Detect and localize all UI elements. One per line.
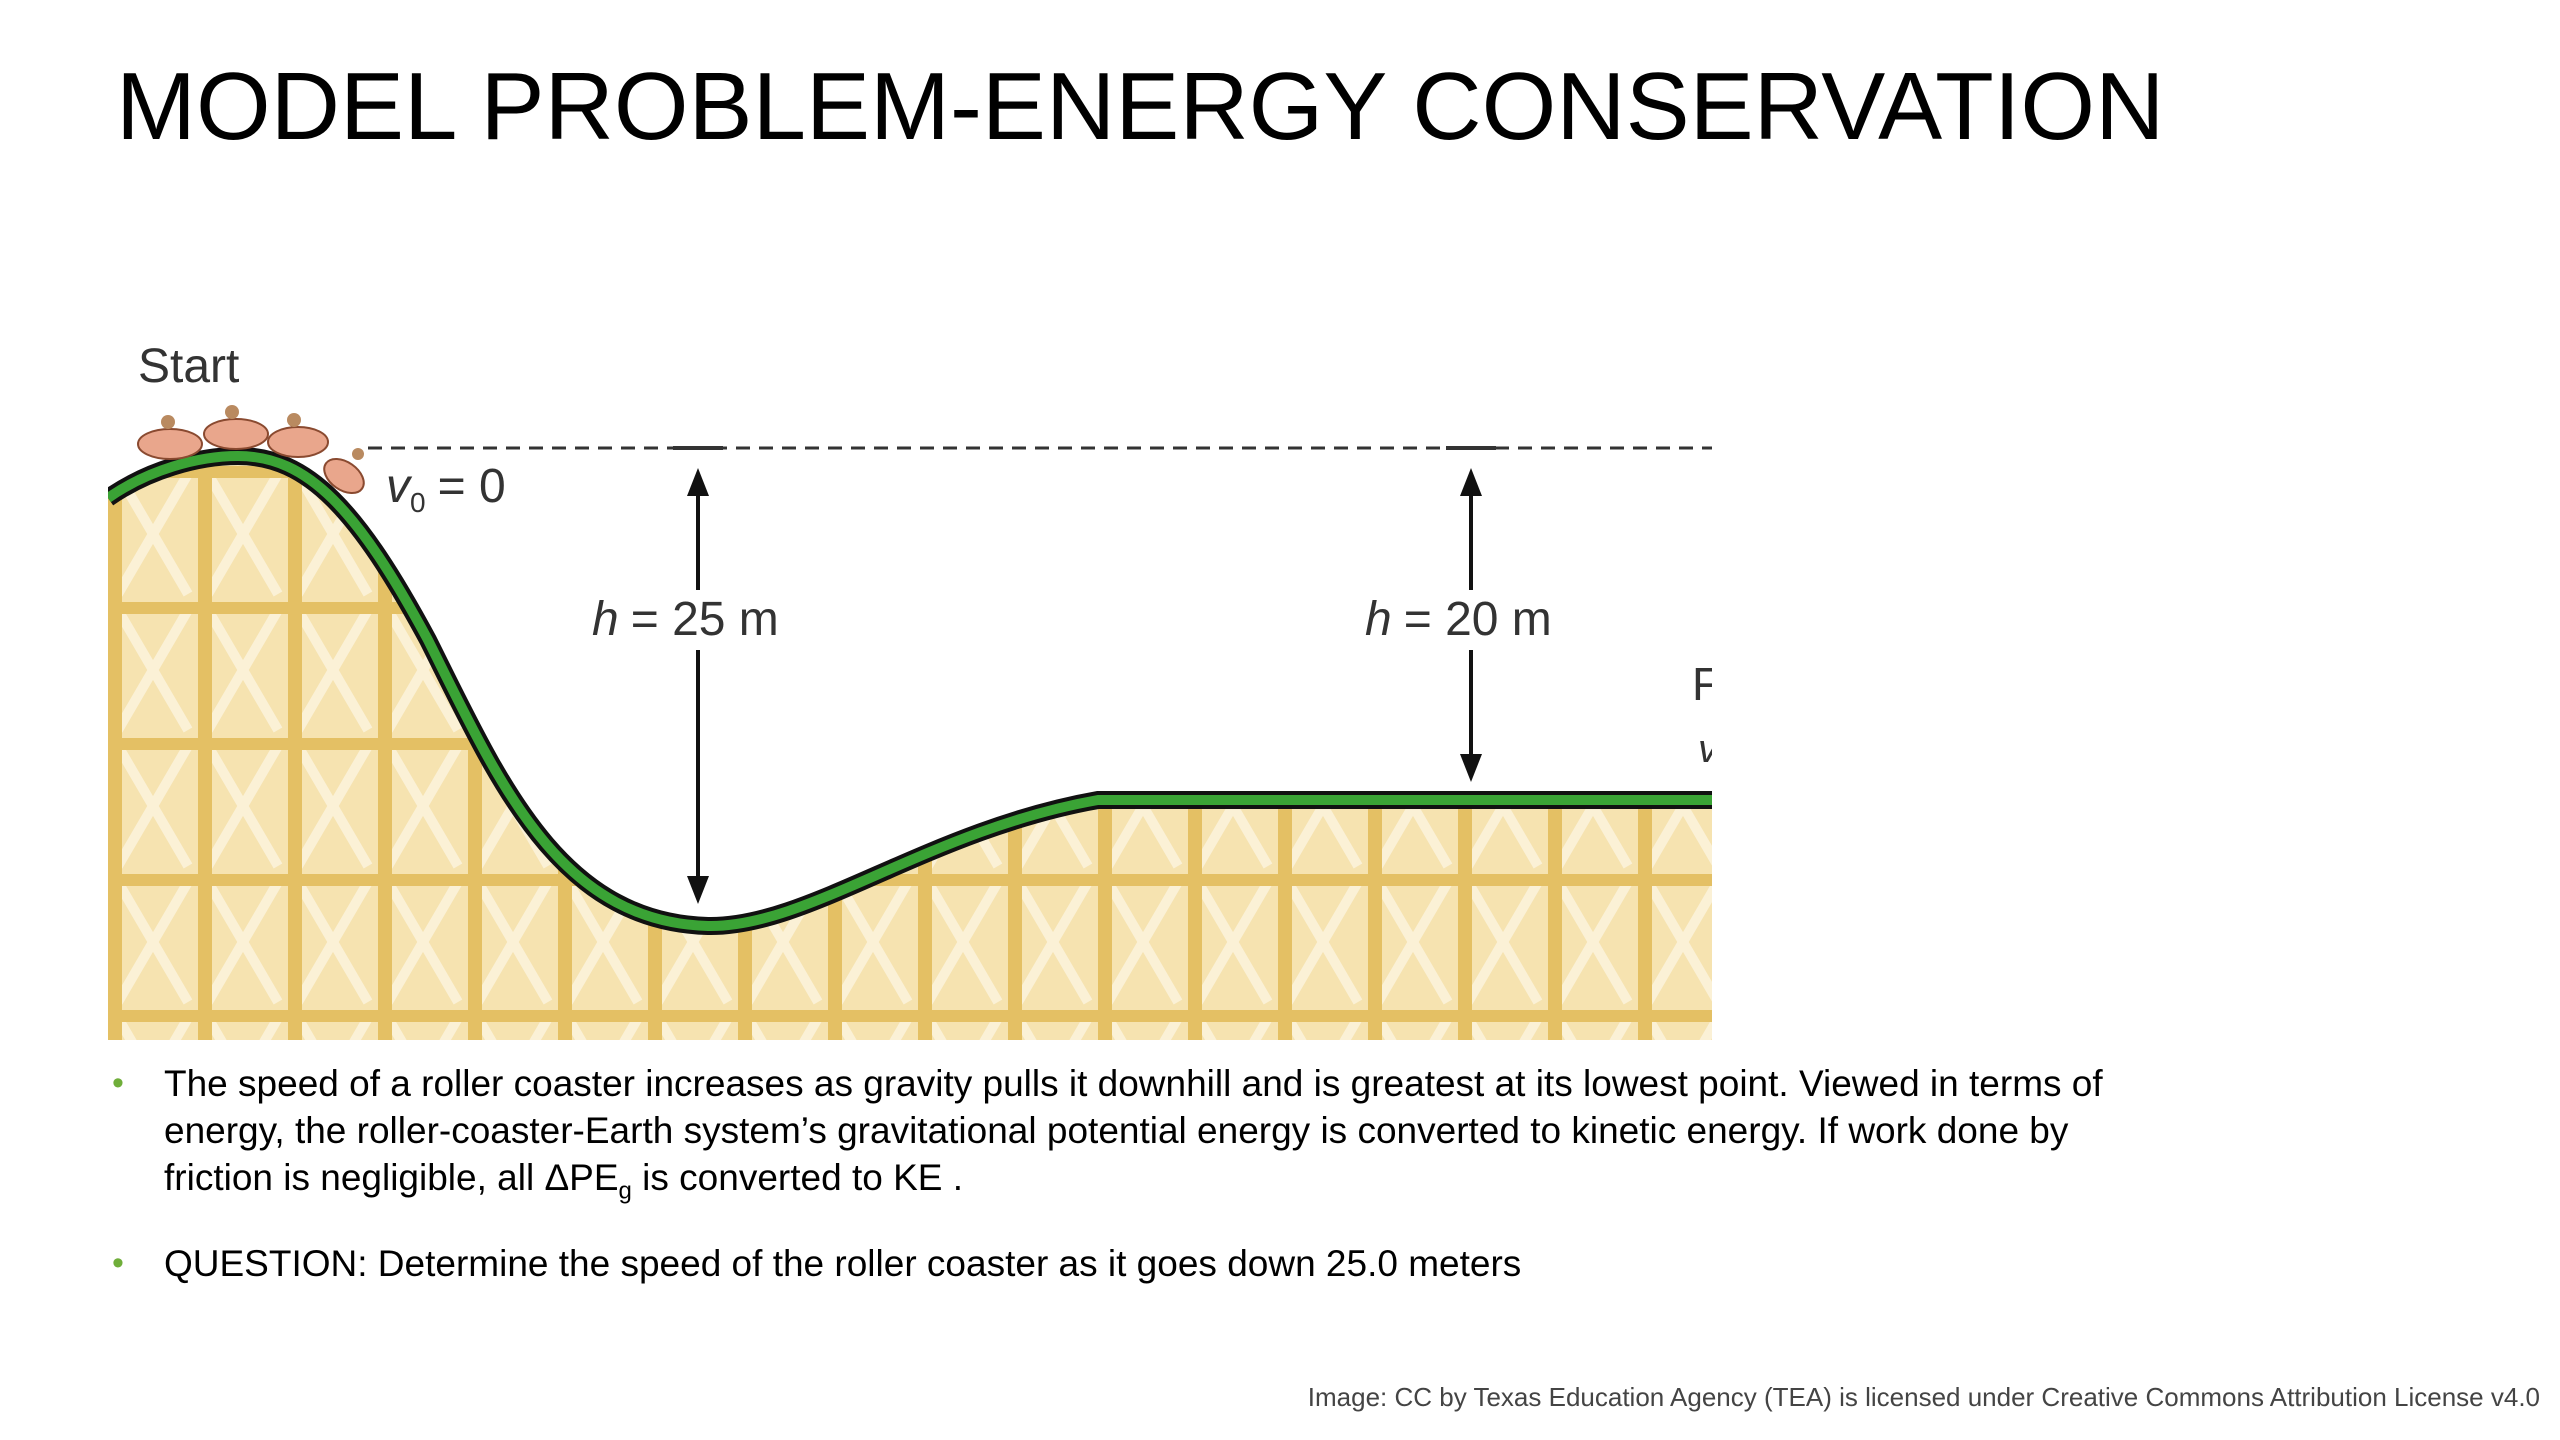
bullet-dot: • <box>112 1244 124 1283</box>
bullet-text-a: The speed of a roller coaster increases … <box>164 1063 2103 1198</box>
v0-symbol: v <box>386 460 413 513</box>
cut-label-v: v <box>1698 727 1712 771</box>
height-arrow-20 <box>1460 468 1482 782</box>
height-arrow-25 <box>687 468 709 904</box>
slide-title: MODEL PROBLEM-ENERGY CONSERVATION <box>116 53 2165 160</box>
h25-label: h = 25 m <box>592 593 779 646</box>
h20-symbol: h <box>1365 593 1392 646</box>
bullet-subscript: g <box>618 1177 632 1205</box>
coaster-carts <box>137 405 365 495</box>
bullet-text: QUESTION: Determine the speed of the rol… <box>164 1243 1522 1285</box>
bullet-dot: • <box>112 1064 124 1102</box>
v0-label: v0 = 0 <box>386 460 506 518</box>
cut-label-finish: F <box>1692 658 1712 710</box>
bullet-text-b: is converted to KE . <box>631 1157 964 1198</box>
diagram-svg: Start v0= 0 h= 25 m h= 20 m F v <box>108 340 1712 1040</box>
h25-symbol: h <box>592 593 619 646</box>
h20-value: = 20 m <box>1404 593 1552 646</box>
image-credit: Image: CC by Texas Education Agency (TEA… <box>1307 1382 2540 1412</box>
track <box>108 450 1712 932</box>
start-label: Start <box>138 340 239 393</box>
bullet-energy-explanation: • The speed of a roller coaster increase… <box>112 1060 2152 1214</box>
bullet-list: • The speed of a roller coaster increase… <box>112 1060 2152 1313</box>
h25-value: = 25 m <box>631 593 779 646</box>
bullet-question: • QUESTION: Determine the speed of the r… <box>112 1240 2152 1287</box>
h20-label: h = 20 m <box>1365 593 1552 646</box>
v0-subscript: 0 <box>410 487 426 518</box>
v0-value: = 0 <box>438 460 506 513</box>
roller-coaster-diagram: Start v0= 0 h= 25 m h= 20 m F v <box>108 330 1712 1040</box>
